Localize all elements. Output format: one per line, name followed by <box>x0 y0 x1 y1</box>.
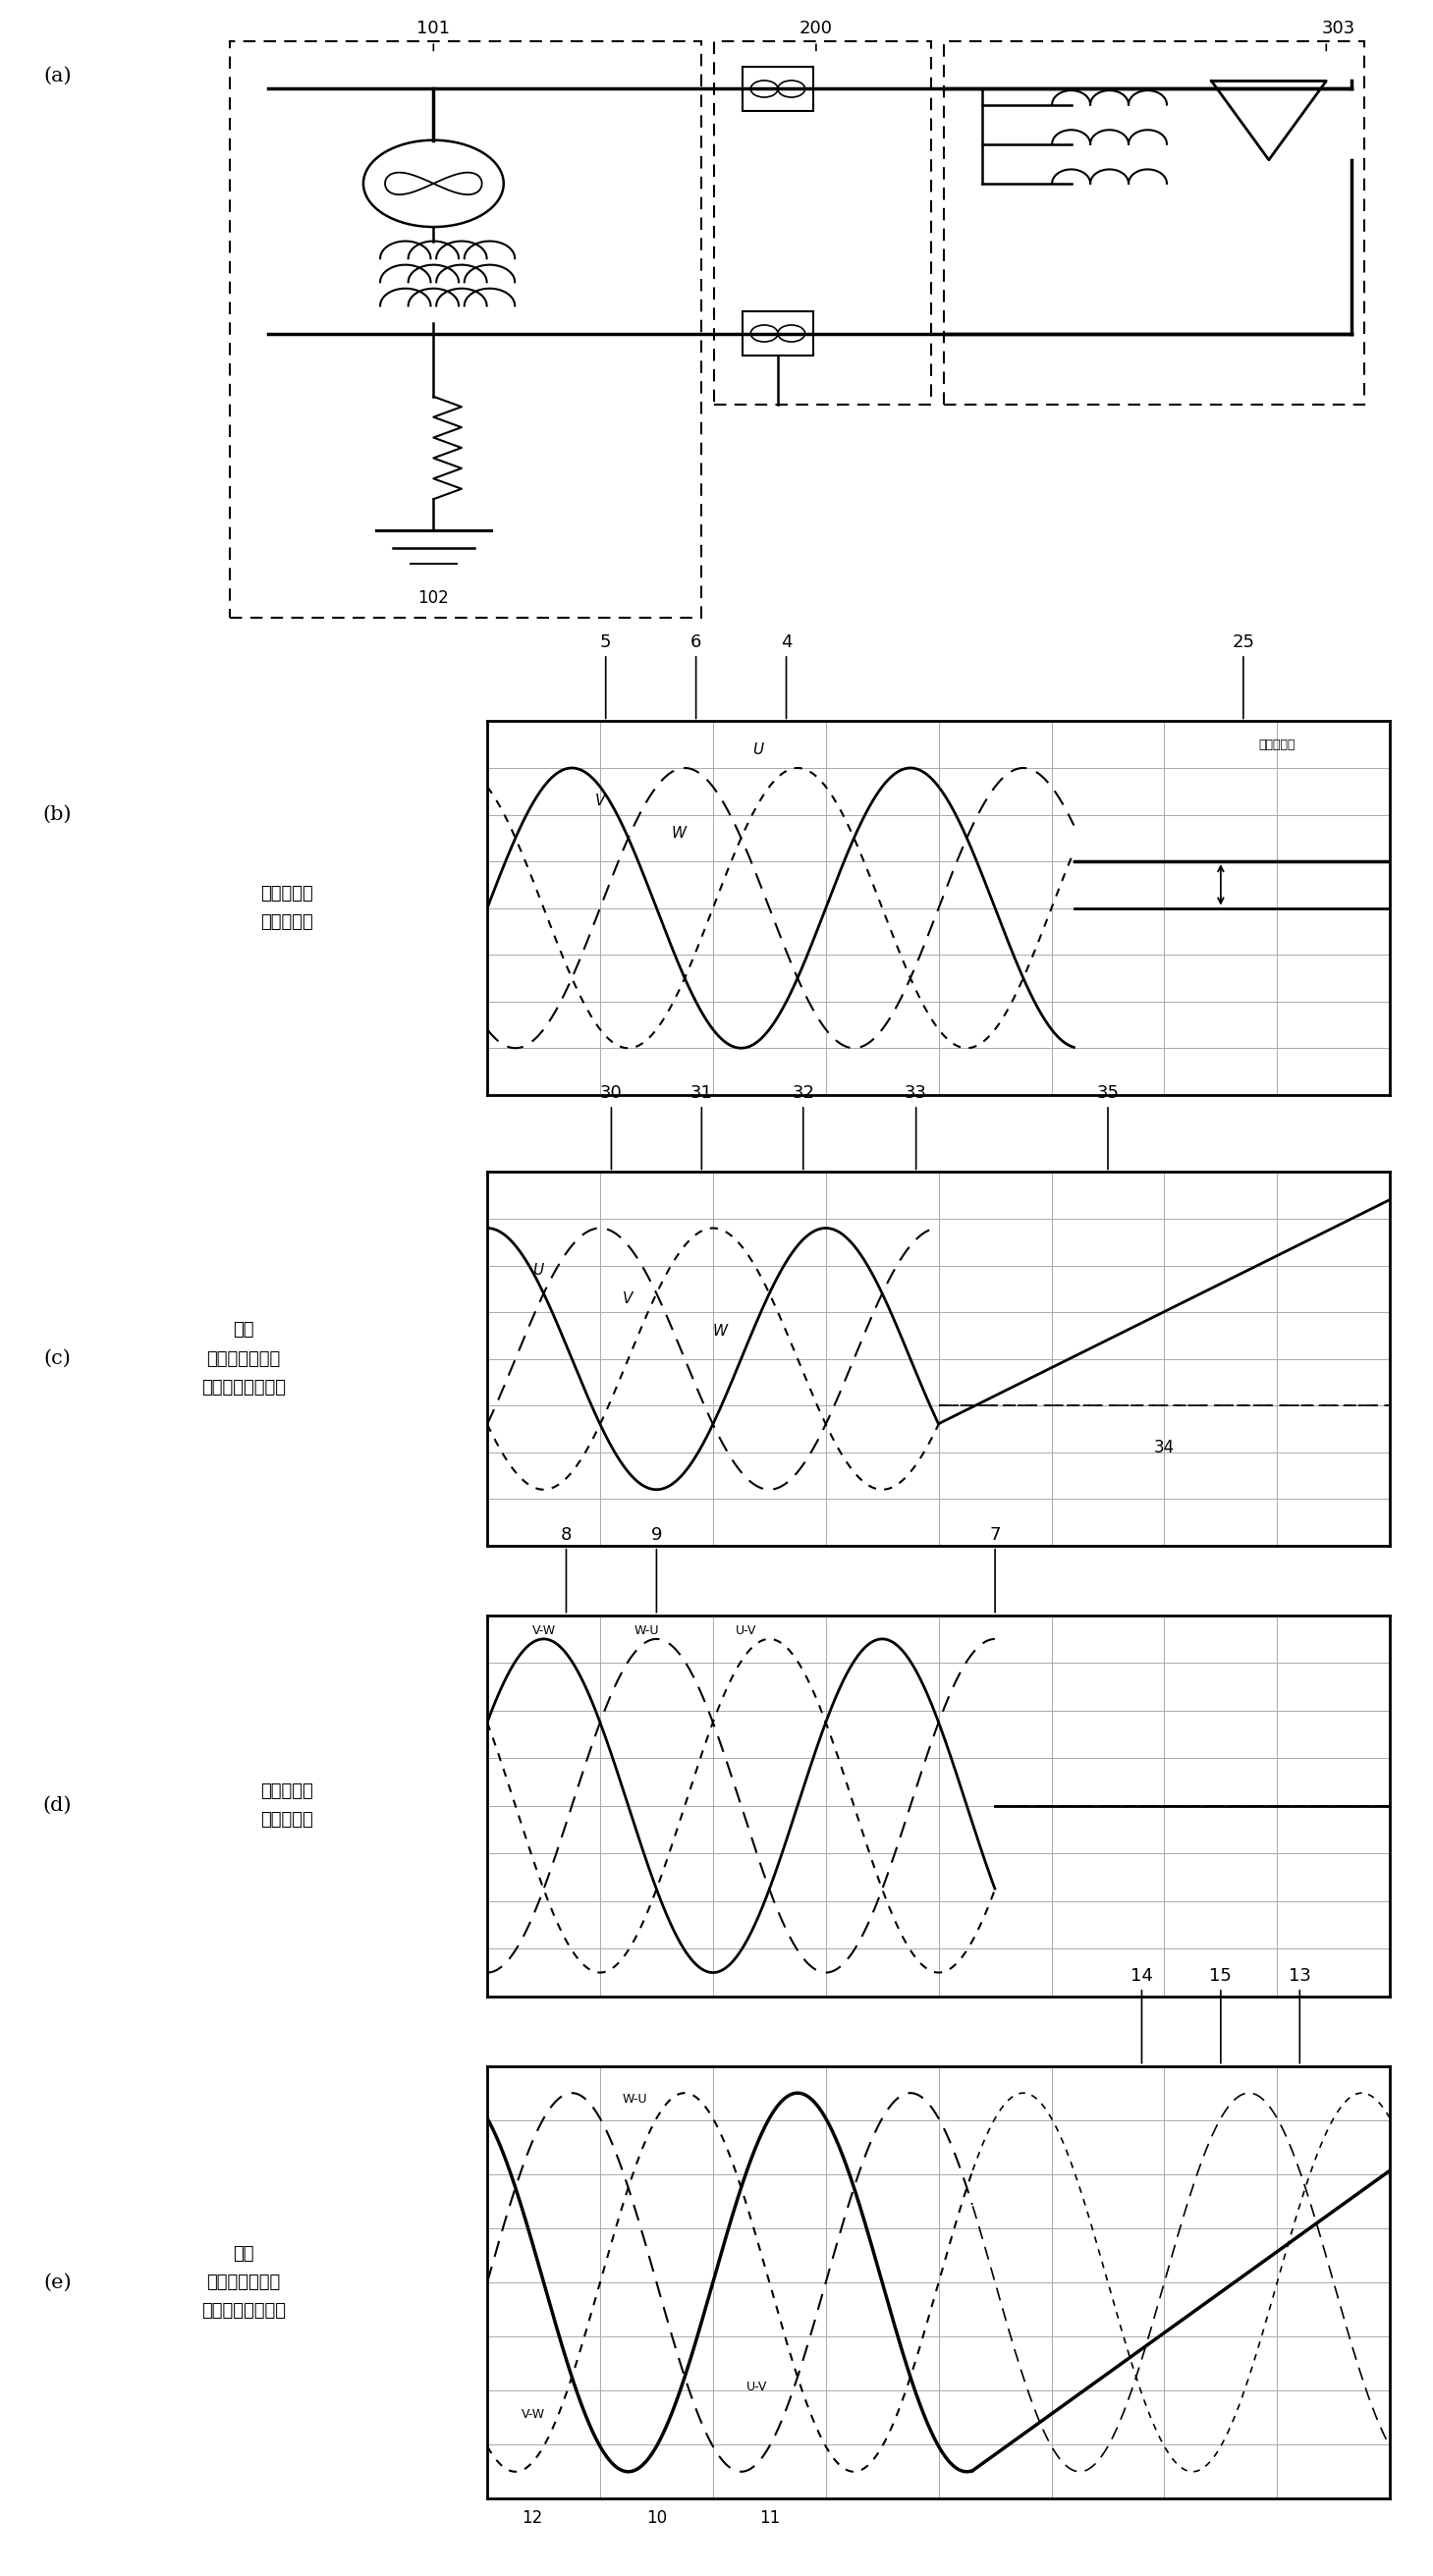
Text: 14: 14 <box>1131 1968 1154 2063</box>
Text: (a): (a) <box>43 67 72 85</box>
Bar <box>944 41 1364 404</box>
Text: (e): (e) <box>43 2272 72 2293</box>
Text: 15: 15 <box>1209 1968 1232 2063</box>
Text: W-U: W-U <box>623 2092 648 2105</box>
Text: (c): (c) <box>43 1350 72 1368</box>
Text: (d): (d) <box>43 1795 72 1816</box>
Text: 25: 25 <box>1232 634 1255 719</box>
Text: 磁通
（变压器一次侧
线间电压的积分）: 磁通 （变压器一次侧 线间电压的积分） <box>202 2244 285 2321</box>
Text: 35: 35 <box>1096 1084 1119 1170</box>
Bar <box>229 41 701 618</box>
Text: 12: 12 <box>522 2509 543 2527</box>
Text: 101: 101 <box>417 21 450 39</box>
Text: 中性点电压: 中性点电压 <box>1258 739 1295 752</box>
Text: W: W <box>672 827 686 840</box>
Text: V: V <box>595 793 605 809</box>
Text: W: W <box>714 1324 728 1340</box>
Text: U-V: U-V <box>735 1625 757 1638</box>
Bar <box>714 41 931 404</box>
Text: U: U <box>752 742 764 757</box>
Text: U-V: U-V <box>747 2380 768 2393</box>
Text: 13: 13 <box>1288 1968 1311 2063</box>
Text: 32: 32 <box>792 1084 814 1170</box>
Text: 33: 33 <box>904 1084 927 1170</box>
Text: 10: 10 <box>646 2509 666 2527</box>
Text: V: V <box>623 1291 633 1306</box>
Text: 5: 5 <box>600 634 612 719</box>
Text: V-W: V-W <box>522 2409 545 2421</box>
Bar <box>742 312 814 355</box>
Text: 8: 8 <box>560 1525 572 1613</box>
Text: 磁通
（变压器一次侧
对地电压的积分）: 磁通 （变压器一次侧 对地电压的积分） <box>202 1321 285 1396</box>
Text: 200: 200 <box>800 21 833 39</box>
Bar <box>742 67 814 111</box>
Text: 30: 30 <box>600 1084 622 1170</box>
Text: 4: 4 <box>781 634 792 719</box>
Text: 7: 7 <box>989 1525 1000 1613</box>
Text: 11: 11 <box>759 2509 780 2527</box>
Text: W-U: W-U <box>633 1625 659 1638</box>
Text: 102: 102 <box>418 590 449 605</box>
Text: 303: 303 <box>1323 21 1356 39</box>
Text: 34: 34 <box>1154 1437 1175 1455</box>
Text: 9: 9 <box>651 1525 662 1613</box>
Text: 31: 31 <box>691 1084 712 1170</box>
Text: (b): (b) <box>43 806 72 824</box>
Text: 变压器一次
侧对地电压: 变压器一次 侧对地电压 <box>261 886 312 930</box>
Text: U: U <box>533 1262 543 1278</box>
Text: 6: 6 <box>691 634 702 719</box>
Text: 变压器一次
侧线间电压: 变压器一次 侧线间电压 <box>261 1783 312 1829</box>
Text: V-W: V-W <box>533 1625 556 1638</box>
